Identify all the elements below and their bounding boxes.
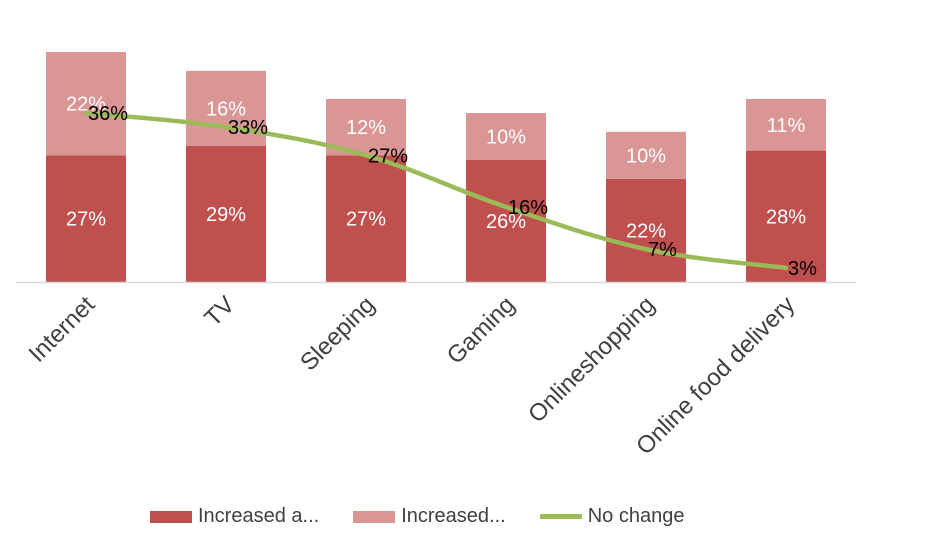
label-increased-2: 12% — [346, 117, 386, 139]
label-increased-a-0: 27% — [66, 209, 106, 231]
bar-increased-3 — [466, 113, 546, 160]
legend-label-increased-a: Increased a... — [198, 505, 320, 527]
label-no-change-3: 16% — [508, 197, 548, 219]
bar-layer: 27% 22% 29% 16% 27% 12% 26% 10% 22% 10% 28% 11% — [46, 52, 826, 282]
x-tick-label-1: TV — [199, 291, 240, 332]
label-increased-3: 10% — [486, 127, 526, 149]
legend-swatch-light — [353, 510, 396, 523]
series-line-no-change — [83, 110, 789, 271]
bar-increased-a-3 — [466, 159, 546, 282]
label-increased-0: 22% — [66, 94, 106, 116]
label-increased-4: 10% — [626, 145, 666, 167]
bar-increased-0 — [46, 52, 126, 156]
x-tick-label-3: Gaming — [442, 291, 521, 370]
label-increased-5: 11% — [767, 115, 806, 137]
label-no-change-2: 27% — [368, 145, 408, 167]
label-no-change-4: 7% — [648, 239, 677, 261]
legend-swatch-dark — [150, 510, 192, 523]
legend-item-increased-a[interactable]: Increased a... — [150, 505, 319, 528]
legend-swatch-line — [539, 514, 582, 519]
x-tick-label-2: Sleeping — [295, 291, 380, 376]
bar-increased-4 — [606, 131, 686, 179]
label-increased-a-4: 22% — [626, 220, 666, 242]
label-increased-a-2: 27% — [346, 209, 386, 231]
label-increased-a-3: 26% — [486, 211, 526, 233]
bar-increased-a-4 — [606, 178, 686, 282]
bar-increased-a-5 — [746, 150, 826, 282]
bar-increased-a-2 — [326, 155, 406, 282]
legend-label-no-change: No change — [587, 505, 685, 527]
x-tick-label-4: Onlineshopping — [523, 291, 660, 428]
label-no-change-5: 3% — [788, 258, 817, 280]
legend: Increased a... Increased... No change — [150, 505, 718, 528]
x-tick-label-0: Internet — [24, 291, 101, 368]
bar-increased-a-0 — [46, 155, 126, 282]
label-no-change-1: 33% — [228, 117, 268, 139]
line-layer: 36% 33% 27% 16% 7% 3% — [83, 103, 817, 280]
x-tick-label-5: Online food delivery — [631, 291, 800, 460]
label-increased-a-1: 29% — [206, 204, 246, 226]
bar-increased-5 — [746, 98, 826, 151]
x-tick-labels: Internet TV Sleeping Gaming OnlineshoppingOn… — [24, 291, 801, 460]
label-increased-1: 16% — [206, 98, 246, 120]
legend-label-increased: Increased... — [401, 505, 506, 527]
legend-item-no-change[interactable]: No change — [539, 505, 685, 528]
label-increased-a-5: 28% — [766, 206, 806, 228]
legend-item-increased[interactable]: Increased... — [353, 505, 506, 528]
label-no-change-0: 36% — [88, 103, 128, 125]
bar-increased-a-1 — [186, 145, 266, 282]
